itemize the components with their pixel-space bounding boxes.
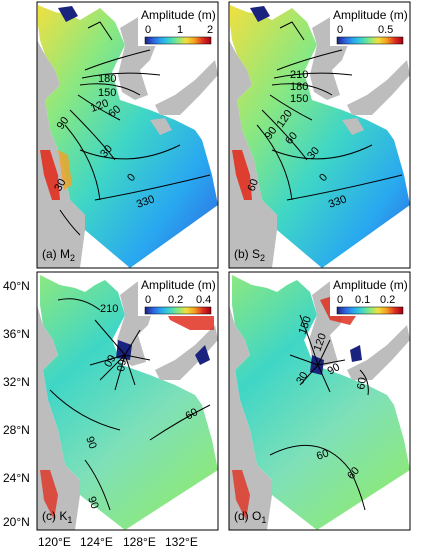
colorbar-tick: 2	[207, 24, 213, 36]
colorbar: Amplitude (m) 0 0.5	[330, 6, 408, 46]
contour-label: 150	[290, 93, 308, 105]
panel-label: (a) M2	[42, 247, 75, 263]
longitude-axis: 120°E 124°E 128°E 132°E	[38, 535, 198, 549]
land-china	[229, 40, 277, 268]
sea-domain	[232, 275, 410, 530]
colorbar-tick: 1	[177, 24, 183, 36]
lon-tick-label: 124°E	[80, 535, 113, 549]
panel-label: (c) K1	[42, 509, 72, 525]
lon-tick-label: 128°E	[123, 535, 156, 549]
colorbar-tick: 0	[337, 24, 343, 36]
land-japan	[342, 60, 410, 135]
colorbar-title: Amplitude (m)	[141, 8, 216, 22]
sea-domain	[230, 5, 410, 268]
land-japan	[347, 325, 410, 380]
lat-tick-label: 40°N	[3, 279, 30, 293]
contour-label: 330	[327, 193, 348, 211]
panel-s2: 210 180 150 120 90 60 30 0 330 60 Amplit…	[229, 2, 410, 268]
colorbar-tick: 0	[337, 294, 343, 306]
contour-label: 120	[89, 97, 110, 115]
contour-label: 90	[263, 125, 280, 142]
contour-label: 09	[102, 353, 119, 370]
colorbar-title: Amplitude (m)	[333, 278, 408, 292]
contour-label: 180	[98, 73, 116, 85]
colorbar: Amplitude (m) 0 0.2 0.4	[138, 276, 216, 316]
lat-tick-label: 24°N	[3, 471, 30, 485]
colorbar-tick: 0.5	[378, 24, 393, 36]
colorbar-tick: 0.2	[168, 294, 183, 306]
colorbar-tick: 0.4	[196, 294, 211, 306]
contour-label: 180	[290, 81, 308, 93]
lat-tick-label: 36°N	[3, 327, 30, 341]
contour-label: 60	[184, 406, 201, 423]
cotidal-lines	[59, 21, 211, 236]
lat-tick-label: 20°N	[3, 515, 30, 529]
sea-domain	[38, 5, 218, 268]
colorbar: Amplitude (m) 0 1 2	[138, 6, 216, 46]
contour-label: 30	[52, 177, 69, 194]
cotidal-labels: 180 150 120 90 60 30 0 330 30	[52, 73, 156, 211]
panel-k1: 210 09 09 60 90 90 Amplitude (m) 0 0.2 0…	[37, 272, 218, 530]
contour-label: 90	[55, 115, 72, 132]
colorbar-tick: 0.2	[380, 294, 395, 306]
contour-label: 60	[315, 447, 331, 462]
panel-label: (b) S2	[234, 247, 265, 263]
contour-label: 330	[135, 193, 156, 211]
colorbar-tick: 0	[145, 24, 151, 36]
land-china	[37, 40, 85, 268]
colorbar-tick: 0	[145, 294, 151, 306]
colorbar: Amplitude (m) 0 0.1 0.2	[330, 276, 408, 316]
contour-label: 210	[100, 303, 118, 315]
panel-m2: 180 150 120 90 60 30 0 330 30 Amplitude …	[37, 2, 218, 268]
contour-label: 60	[355, 376, 369, 390]
contour-label: 90	[85, 495, 100, 511]
colorbar-title: Amplitude (m)	[333, 8, 408, 22]
contour-label: 09	[115, 358, 129, 372]
cotidal-lines	[256, 21, 403, 201]
lat-tick-label: 32°N	[3, 375, 30, 389]
lon-tick-label: 120°E	[38, 535, 71, 549]
panel-o1: 150 120 90 30 60 60 60 Amplitude (m) 0 0…	[229, 272, 410, 530]
colorbar-title: Amplitude (m)	[141, 278, 216, 292]
contour-label: 90	[326, 361, 343, 378]
land-japan	[155, 325, 218, 380]
latitude-axis: 40°N 36°N 32°N 28°N 24°N 20°N	[3, 279, 30, 529]
cotidal-lines	[269, 314, 369, 511]
lon-tick-label: 132°E	[165, 535, 198, 549]
panel-label: (d) O1	[234, 509, 266, 525]
cotidal-labels: 210 09 09 60 90 90	[83, 303, 200, 511]
contour-label: 210	[290, 69, 308, 81]
cotidal-lines	[49, 298, 211, 511]
lat-tick-label: 28°N	[3, 423, 30, 437]
contour-label: 30	[294, 370, 311, 387]
contour-label: 60	[246, 177, 261, 193]
contour-label: 150	[297, 315, 315, 336]
contour-label: 120	[312, 332, 330, 353]
land-japan	[150, 60, 218, 135]
colorbar-tick: 0.1	[355, 294, 370, 306]
contour-label: 150	[98, 87, 116, 99]
sea-domain	[40, 275, 218, 530]
contour-label: 90	[83, 435, 98, 451]
